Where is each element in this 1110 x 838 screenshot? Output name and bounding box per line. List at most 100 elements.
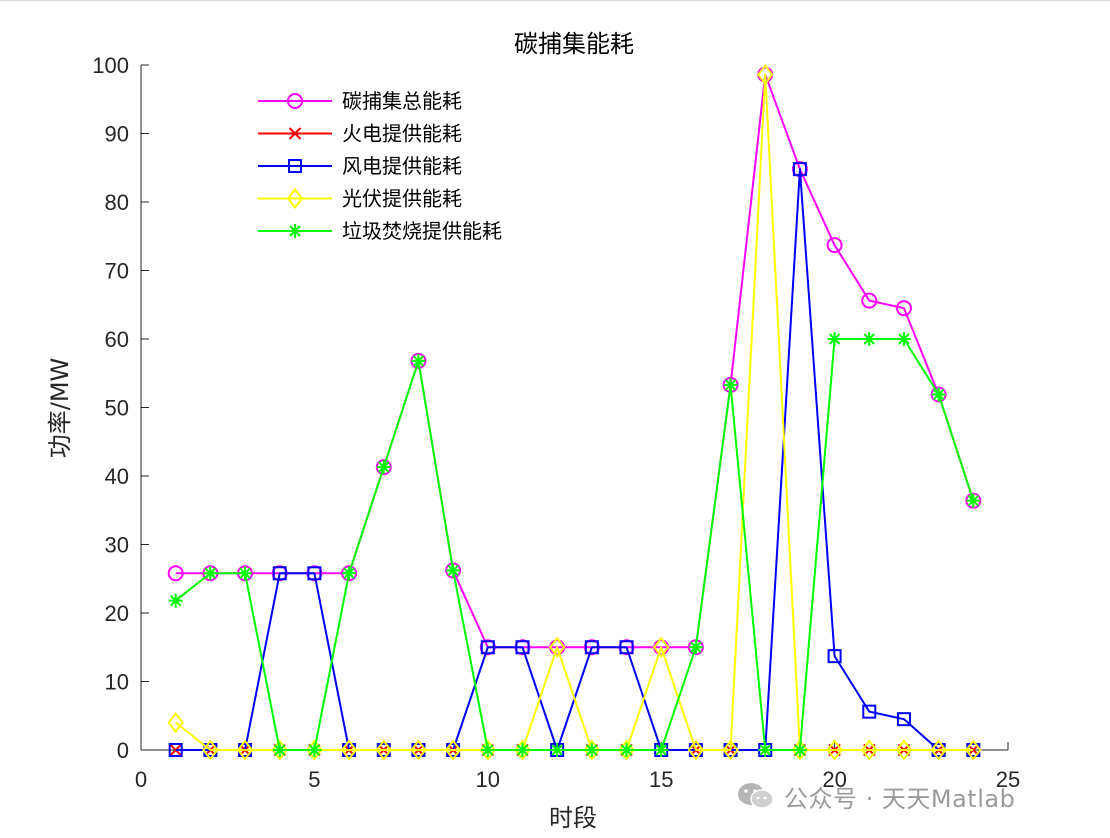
data-point bbox=[931, 387, 946, 402]
data-point bbox=[862, 332, 877, 346]
series-3 bbox=[168, 162, 981, 757]
data-point bbox=[584, 743, 599, 757]
data-point bbox=[862, 704, 877, 719]
x-tick-label: 25 bbox=[996, 767, 1020, 792]
data-point bbox=[792, 743, 807, 757]
data-point bbox=[444, 739, 462, 761]
data-point bbox=[688, 640, 703, 655]
data-point bbox=[895, 300, 912, 317]
data-point bbox=[272, 566, 287, 581]
y-axis-title: 功率/MW bbox=[46, 358, 74, 459]
data-point bbox=[826, 237, 843, 254]
legend-label: 风电提供能耗 bbox=[342, 154, 462, 178]
data-point bbox=[723, 377, 738, 392]
legend-marker bbox=[288, 224, 302, 238]
y-tick-label: 60 bbox=[105, 327, 129, 352]
data-point bbox=[758, 743, 773, 757]
data-point bbox=[168, 743, 183, 757]
data-point bbox=[548, 636, 566, 658]
legend-label: 光伏提供能耗 bbox=[342, 187, 462, 211]
chart-title: 碳捕集能耗 bbox=[514, 30, 634, 58]
data-point bbox=[827, 332, 842, 346]
data-point bbox=[375, 739, 393, 761]
data-point bbox=[756, 63, 774, 86]
axes: 0 5 10 15 20 25 0 10 20 30 40 50 60 70 80 90 100 bbox=[92, 53, 1020, 792]
y-tick-label: 100 bbox=[92, 53, 129, 78]
data-point bbox=[619, 743, 634, 757]
y-tick-label: 40 bbox=[105, 464, 129, 489]
data-point bbox=[827, 649, 842, 664]
legend-marker bbox=[287, 93, 303, 109]
x-tick-label: 20 bbox=[822, 767, 846, 792]
data-point bbox=[618, 739, 635, 761]
watermark-text: 公众号 · 天天Matlab bbox=[784, 784, 1016, 813]
data-point bbox=[687, 739, 705, 761]
series-line bbox=[175, 73, 974, 751]
x-axis-title: 时段 bbox=[549, 804, 597, 832]
data-point bbox=[619, 640, 634, 655]
legend-item: 碳捕集总能耗 bbox=[258, 89, 462, 113]
data-point bbox=[896, 712, 911, 727]
data-point bbox=[411, 353, 426, 368]
data-point bbox=[307, 566, 322, 581]
data-point bbox=[826, 739, 843, 761]
data-point bbox=[515, 640, 530, 655]
y-tick-label: 10 bbox=[105, 670, 129, 695]
data-point bbox=[895, 739, 913, 761]
data-point bbox=[238, 566, 253, 581]
y-tick-label: 50 bbox=[105, 396, 129, 421]
data-point bbox=[861, 739, 878, 761]
data-point bbox=[271, 739, 288, 761]
data-point bbox=[550, 743, 565, 757]
y-tick-label: 30 bbox=[105, 533, 129, 558]
legend-item: 垃圾焚烧提供能耗 bbox=[258, 219, 502, 243]
data-point bbox=[791, 739, 809, 761]
x-tick-label: 15 bbox=[649, 767, 673, 792]
data-point bbox=[930, 739, 947, 761]
series-1 bbox=[167, 66, 982, 656]
data-point bbox=[652, 636, 670, 658]
y-tick-label: 90 bbox=[105, 122, 129, 147]
data-point bbox=[376, 460, 391, 475]
data-point bbox=[340, 739, 358, 761]
series-line bbox=[175, 168, 974, 751]
watermark: 公众号 · 天天Matlab bbox=[736, 778, 1015, 814]
data-point bbox=[342, 566, 357, 581]
data-point bbox=[654, 743, 669, 757]
series-layer bbox=[167, 63, 982, 761]
legend-label: 垃圾焚烧提供能耗 bbox=[342, 219, 502, 243]
data-point bbox=[722, 739, 739, 761]
data-point bbox=[307, 743, 322, 757]
x-tick-label: 10 bbox=[476, 767, 500, 792]
legend-item: 火电提供能耗 bbox=[258, 122, 462, 146]
data-point bbox=[480, 743, 495, 757]
y-tick-label: 20 bbox=[105, 601, 129, 626]
data-point bbox=[965, 739, 982, 761]
data-point bbox=[410, 739, 427, 761]
y-tick-label: 70 bbox=[105, 259, 129, 284]
data-point bbox=[479, 739, 497, 761]
data-point bbox=[202, 739, 219, 761]
data-point bbox=[584, 640, 599, 655]
data-point bbox=[272, 743, 287, 757]
data-point bbox=[203, 566, 218, 581]
data-point bbox=[168, 593, 183, 608]
data-point bbox=[446, 563, 461, 578]
legend-item: 光伏提供能耗 bbox=[258, 187, 462, 211]
series-5 bbox=[168, 332, 981, 757]
data-point bbox=[861, 292, 878, 309]
data-point bbox=[306, 739, 323, 761]
legend-marker bbox=[288, 159, 302, 173]
data-point bbox=[966, 493, 981, 508]
data-point bbox=[167, 711, 184, 734]
data-point bbox=[896, 332, 911, 346]
legend-label: 火电提供能耗 bbox=[342, 122, 462, 146]
data-point bbox=[236, 739, 254, 761]
legend-marker bbox=[286, 187, 304, 210]
data-point bbox=[514, 739, 531, 761]
x-tick-label: 5 bbox=[308, 767, 320, 792]
data-point bbox=[480, 640, 495, 655]
top-border bbox=[0, 0, 1110, 1]
